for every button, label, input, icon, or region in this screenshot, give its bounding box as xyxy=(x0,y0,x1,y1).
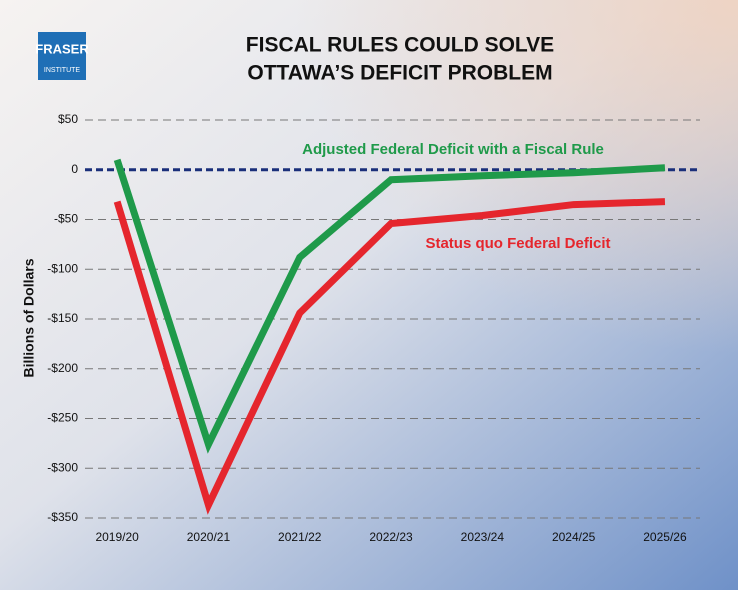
y-tick-label: 0 xyxy=(71,162,78,176)
y-axis-label: Billions of Dollars xyxy=(21,258,37,377)
x-tick-label: 2023/24 xyxy=(461,530,505,544)
logo-name: FRASER xyxy=(35,41,89,56)
x-tick-label: 2021/22 xyxy=(278,530,322,544)
chart-title: OTTAWA’S DEFICIT PROBLEM xyxy=(247,62,552,85)
x-tick-label: 2025/26 xyxy=(643,530,687,544)
y-tick-label: -$50 xyxy=(54,212,78,226)
y-tick-label: -$150 xyxy=(47,311,78,325)
y-tick-label: -$250 xyxy=(47,411,78,425)
logo-box xyxy=(38,32,86,80)
y-tick-label: $50 xyxy=(58,112,78,126)
x-tick-label: 2019/20 xyxy=(95,530,139,544)
series-line xyxy=(113,158,666,454)
y-tick-label: -$100 xyxy=(47,261,78,275)
y-tick-label: -$350 xyxy=(47,510,78,524)
series-label: Status quo Federal Deficit xyxy=(425,235,610,252)
chart-title: FISCAL RULES COULD SOLVE xyxy=(246,34,554,57)
x-tick-label: 2022/23 xyxy=(369,530,413,544)
y-tick-label: -$200 xyxy=(47,361,78,375)
series-line xyxy=(113,198,666,515)
series-label: Adjusted Federal Deficit with a Fiscal R… xyxy=(302,141,604,158)
logo-sub: INSTITUTE xyxy=(44,67,80,74)
x-tick-label: 2024/25 xyxy=(552,530,596,544)
x-tick-label: 2020/21 xyxy=(187,530,231,544)
y-tick-label: -$300 xyxy=(47,460,78,474)
